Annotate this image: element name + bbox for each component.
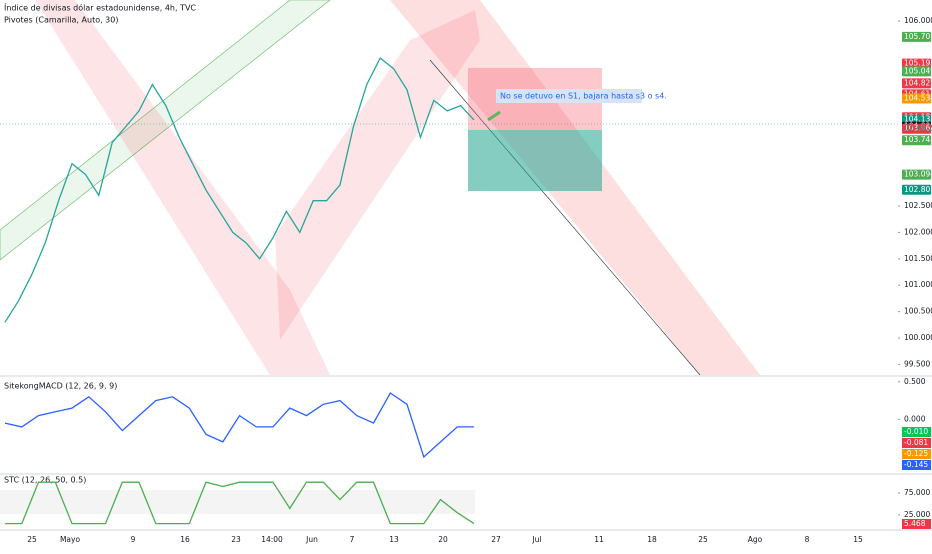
price-badge xyxy=(902,123,931,134)
macd-badge xyxy=(902,427,931,437)
y-tick-label: 102.500 xyxy=(904,201,932,210)
x-axis-label: Mayo xyxy=(60,535,81,544)
y-tick-label: 100.000 xyxy=(904,333,932,342)
macd-title: SitekongMACD (12, 26, 9, 9) xyxy=(4,382,117,391)
y-tick-label: 25.000 xyxy=(904,510,930,519)
stc-title: STC (12, 26, 50, 0.5) xyxy=(4,476,86,485)
up-channel-red xyxy=(275,10,480,340)
price-badge-label: 103.745 xyxy=(904,135,932,144)
target-zone xyxy=(468,130,602,191)
series-line xyxy=(4,57,475,323)
x-axis-label: 15 xyxy=(853,535,863,544)
series-line xyxy=(4,392,474,459)
x-axis-label: 8 xyxy=(805,535,810,544)
y-tick-label: 101.500 xyxy=(904,254,932,263)
arrow xyxy=(487,110,501,122)
price-badge-label: 102.807 xyxy=(904,185,932,194)
down-channel-2 xyxy=(390,0,760,375)
y-tick-label: 0.000 xyxy=(904,414,926,423)
price-badge-label: 104.822 xyxy=(904,78,932,87)
x-axis-label: 23 xyxy=(231,535,241,544)
x-axis-label: Ago xyxy=(748,535,763,544)
price-badge-label: 104.534 xyxy=(904,94,932,103)
macd-badge xyxy=(902,449,931,459)
x-axis-label: 7 xyxy=(350,535,355,544)
y-tick-label: 75.000 xyxy=(904,488,930,497)
price-badge xyxy=(902,31,931,42)
price-badge-label: 105.049 xyxy=(904,66,932,75)
x-axis-label: 27 xyxy=(491,535,501,544)
price-badge xyxy=(902,169,931,180)
x-axis-label: 16 xyxy=(180,535,190,544)
x-axis-label: 13 xyxy=(389,535,399,544)
x-axis-label: Jul xyxy=(531,535,541,544)
down-channel xyxy=(35,0,330,375)
trend-line xyxy=(429,59,701,376)
macd-badge-label: -0.125 xyxy=(904,449,928,458)
series-line xyxy=(5,481,475,525)
price-badge-label: 104.133 xyxy=(904,115,932,124)
price-badge xyxy=(902,58,931,69)
y-tick-label: 0.500 xyxy=(904,377,926,386)
macd-badge-label: -0.010 xyxy=(904,427,928,436)
price-badge-label: 103.963 xyxy=(904,124,932,133)
price-badge-label: 105.701 xyxy=(904,32,932,41)
chart-title: Índice de divisas dólar estadounidense, … xyxy=(4,2,196,13)
price-badge xyxy=(902,93,931,104)
x-axis-label: 20 xyxy=(438,535,448,544)
y-tick-label: 101.000 xyxy=(904,280,932,289)
annotation: No se detuvo en S1, bajara hasta s3 o s4… xyxy=(500,92,667,101)
x-axis-label: 14:00 xyxy=(261,535,283,544)
x-axis-label: 11 xyxy=(594,535,604,544)
y-tick-label: 106.000 xyxy=(904,16,932,25)
price-badge xyxy=(902,135,931,146)
indicator-title: Pivotes (Camarilla, Auto, 30) xyxy=(4,16,118,25)
price-badge-label: 103.094 xyxy=(904,170,932,179)
x-axis-label: 9 xyxy=(131,535,136,544)
x-axis-label: 25 xyxy=(27,535,37,544)
stc-badge-label: 5.468 xyxy=(904,519,926,528)
price-badge xyxy=(902,184,931,195)
price-badge-label: 105.195 xyxy=(904,59,932,68)
x-axis-label: Jun xyxy=(305,535,318,544)
y-tick-label: 99.500 xyxy=(904,359,930,368)
price-badge xyxy=(902,66,931,77)
channels xyxy=(0,0,898,376)
x-axis-label: 25 xyxy=(698,535,708,544)
stc-badge xyxy=(902,519,931,529)
price-badge xyxy=(902,78,931,89)
y-tick-label: 102.000 xyxy=(904,227,932,236)
macd-badge-label: -0.081 xyxy=(904,438,928,447)
macd-badge xyxy=(902,438,931,448)
x-axis-label: 18 xyxy=(647,535,657,544)
up-channel xyxy=(0,0,331,261)
stc-band xyxy=(0,490,475,514)
annotation-box xyxy=(496,89,642,103)
macd-badge-label: -0.145 xyxy=(904,460,928,469)
macd-badge xyxy=(902,460,931,470)
y-tick-label: 100.500 xyxy=(904,307,932,316)
countdown: 02:49:20 xyxy=(904,124,932,133)
